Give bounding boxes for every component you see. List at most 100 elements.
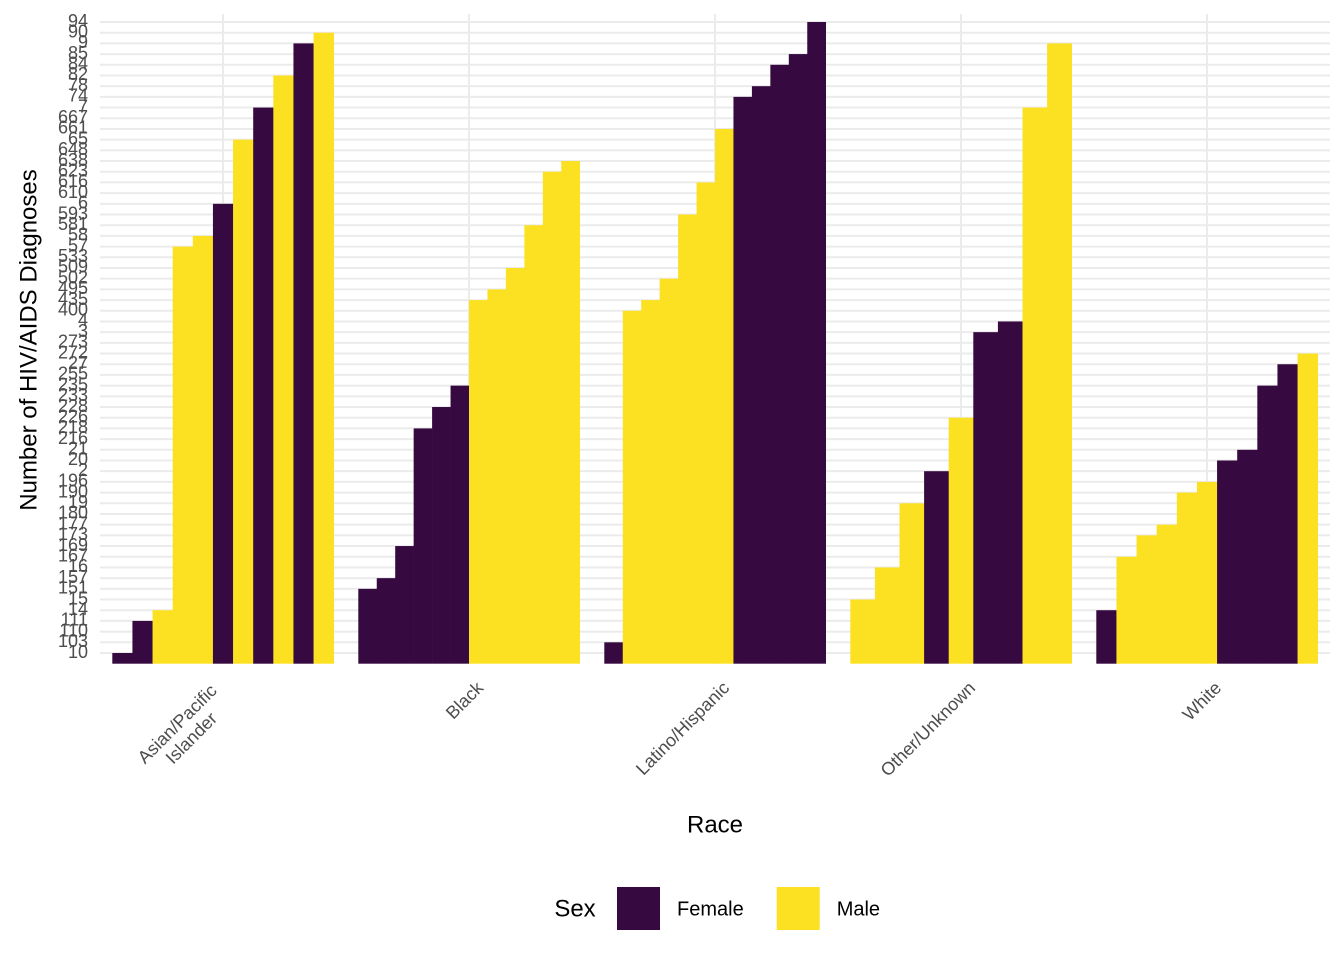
y-tick-label: 151 bbox=[58, 578, 88, 598]
legend-title: Sex bbox=[554, 895, 595, 922]
legend-swatch bbox=[776, 887, 820, 930]
bar bbox=[604, 642, 624, 664]
x-tick-label: Latino/Hispanic bbox=[632, 678, 733, 779]
bar bbox=[924, 471, 949, 664]
legend-label: Female bbox=[677, 898, 744, 920]
y-tick-label: 218 bbox=[58, 417, 88, 437]
bar bbox=[874, 567, 900, 664]
bar bbox=[561, 161, 580, 664]
y-tick-label: 21 bbox=[68, 439, 88, 459]
bar bbox=[469, 300, 488, 664]
y-tick-label: 57 bbox=[68, 235, 88, 255]
y-tick-label: 228 bbox=[58, 396, 88, 416]
bar bbox=[715, 128, 734, 664]
y-tick-label: 27 bbox=[68, 353, 88, 373]
y-tick-label: 593 bbox=[58, 203, 88, 223]
bar bbox=[659, 278, 679, 664]
y-tick-label: 638 bbox=[58, 150, 88, 170]
y-tick-label: 6 bbox=[78, 193, 88, 213]
y-tick-label: 82 bbox=[68, 64, 88, 84]
bar bbox=[1217, 460, 1238, 664]
bar bbox=[733, 96, 753, 664]
y-tick-label: 110 bbox=[59, 620, 88, 640]
y-tick-label: 10 bbox=[68, 642, 88, 662]
y-axis-title: Number of HIV/AIDS Diagnoses bbox=[15, 169, 42, 510]
y-tick-label: 667 bbox=[58, 107, 88, 127]
bar bbox=[1176, 492, 1198, 664]
y-tick-label: 65 bbox=[68, 128, 88, 148]
bar bbox=[432, 407, 451, 664]
y-tick-label: 216 bbox=[58, 428, 88, 448]
y-tick-label: 111 bbox=[61, 610, 88, 630]
bar bbox=[1116, 556, 1137, 664]
bar bbox=[788, 54, 808, 664]
bar bbox=[450, 385, 470, 664]
y-tick-label: 502 bbox=[58, 267, 88, 287]
legend-swatch bbox=[617, 887, 660, 930]
x-tick-label: White bbox=[1179, 678, 1226, 725]
y-tick-label: 226 bbox=[58, 406, 88, 426]
bar bbox=[997, 321, 1023, 664]
y-tick-label: 235 bbox=[58, 374, 88, 394]
bar bbox=[542, 171, 562, 664]
x-tick-label: Asian/PacificIslander bbox=[134, 680, 235, 781]
bar bbox=[233, 139, 254, 664]
y-tick-label: 2 bbox=[78, 460, 88, 480]
y-tick-label: 20 bbox=[68, 449, 88, 469]
bar bbox=[172, 246, 194, 664]
bar bbox=[132, 620, 153, 664]
bar bbox=[678, 214, 697, 664]
bar bbox=[313, 32, 334, 664]
bar bbox=[487, 289, 507, 664]
y-tick-label: 78 bbox=[68, 75, 88, 95]
y-tick-label: 7 bbox=[78, 96, 88, 116]
y-tick-label: 9 bbox=[78, 32, 88, 52]
bar bbox=[751, 86, 771, 664]
y-tick-label: 173 bbox=[58, 524, 88, 544]
y-tick-label: 272 bbox=[58, 342, 88, 362]
bar bbox=[505, 267, 525, 664]
bar bbox=[850, 599, 876, 664]
bar bbox=[973, 332, 999, 664]
y-tick-label: 180 bbox=[58, 503, 88, 523]
y-tick-label: 233 bbox=[58, 385, 88, 405]
bar bbox=[413, 428, 433, 664]
y-tick-label: 94 bbox=[68, 11, 88, 31]
bar bbox=[273, 75, 294, 664]
y-tick-label: 4 bbox=[78, 310, 88, 330]
y-tick-label: 85 bbox=[68, 43, 88, 63]
y-tick-label: 14 bbox=[68, 599, 88, 619]
y-tick-label: 167 bbox=[58, 545, 88, 565]
bar bbox=[1047, 43, 1072, 664]
y-tick-label: 103 bbox=[58, 631, 88, 651]
bar bbox=[1022, 107, 1048, 664]
y-tick-label: 435 bbox=[58, 289, 88, 309]
bar bbox=[1237, 449, 1258, 664]
bar bbox=[1096, 610, 1117, 664]
legend-label: Male bbox=[837, 898, 880, 920]
x-tick-label: Black bbox=[442, 677, 488, 723]
y-tick-label: 255 bbox=[58, 364, 88, 384]
y-tick-label: 177 bbox=[58, 513, 88, 533]
y-tick-label: 623 bbox=[58, 160, 88, 180]
x-tick-label: Other/Unknown bbox=[877, 678, 980, 781]
bar bbox=[253, 107, 274, 664]
bar bbox=[899, 503, 925, 664]
y-tick-label: 616 bbox=[58, 171, 88, 191]
x-axis-title: Race bbox=[687, 811, 743, 838]
bar bbox=[376, 578, 396, 664]
bar bbox=[1277, 364, 1298, 664]
y-tick-label: 648 bbox=[58, 139, 88, 159]
y-tick-label: 84 bbox=[68, 54, 88, 74]
bar bbox=[1257, 385, 1278, 664]
y-tick-label: 16 bbox=[68, 556, 88, 576]
bar bbox=[212, 203, 234, 664]
bar bbox=[395, 546, 414, 664]
bar bbox=[192, 235, 214, 664]
y-tick-label: 533 bbox=[58, 246, 88, 266]
y-tick-label: 495 bbox=[58, 278, 88, 298]
y-tick-label: 581 bbox=[58, 214, 88, 234]
y-tick-label: 90 bbox=[68, 21, 88, 41]
bar bbox=[524, 225, 544, 664]
y-tick-label: 3 bbox=[78, 321, 88, 341]
